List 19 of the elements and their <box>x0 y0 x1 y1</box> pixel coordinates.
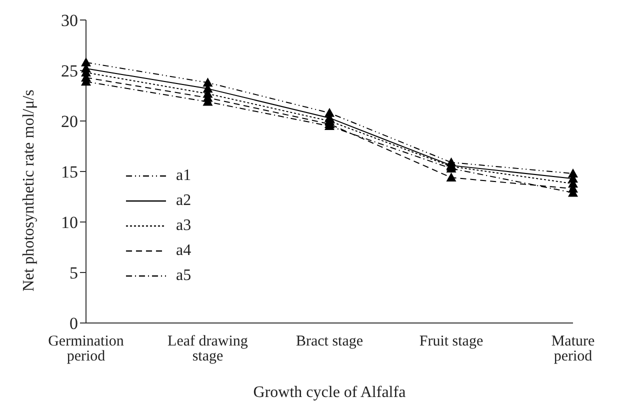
x-tick-label: Bract stage <box>296 334 364 350</box>
x-tick-label: Leaf drawing stage <box>168 334 248 365</box>
x-tick-label: Mature period <box>551 334 595 365</box>
x-tick-label: Fruit stage <box>419 334 484 350</box>
x-tick-label: Germination period <box>48 334 124 365</box>
y-tick-label: 5 <box>70 264 78 283</box>
y-tick-label: 30 <box>61 11 78 30</box>
legend-label: a5 <box>176 266 192 284</box>
y-tick-label: 20 <box>61 112 78 132</box>
legend-label: a1 <box>176 166 192 184</box>
y-tick-label: 25 <box>61 62 78 81</box>
y-tick-label: 0 <box>70 314 78 334</box>
x-axis-title: Growth cycle of Alfalfa <box>253 384 406 401</box>
y-tick-label: 10 <box>61 213 78 232</box>
y-axis-title: Net photosynthetic rate mol/μ/s <box>20 90 38 292</box>
legend-label: a4 <box>176 242 192 260</box>
y-tick-label: 15 <box>61 162 78 182</box>
legend-label: a3 <box>176 216 192 234</box>
legend-label: a2 <box>176 192 192 210</box>
